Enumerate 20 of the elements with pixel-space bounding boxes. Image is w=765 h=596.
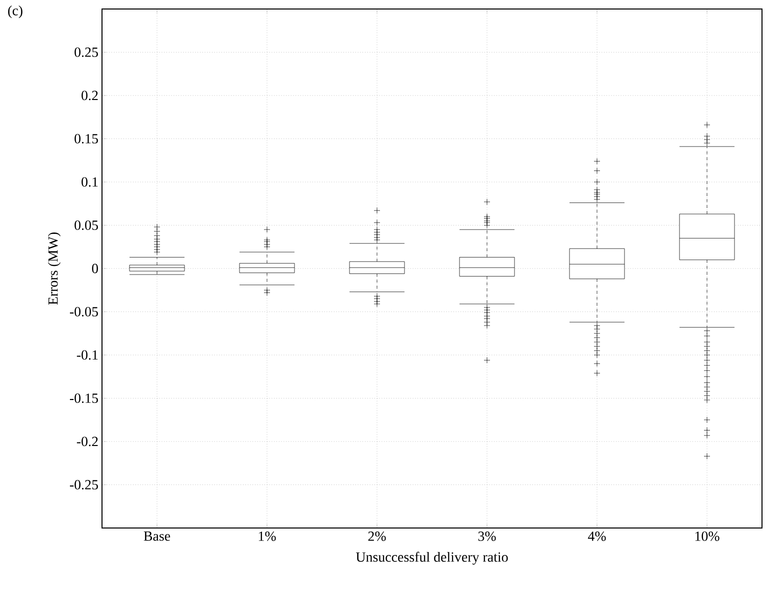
x-tick-label: 2% — [368, 532, 386, 541]
y-tick-label: -0.25 — [70, 480, 98, 490]
x-axis-title: Unsuccessful delivery ratio — [356, 552, 508, 565]
y-tick-label: 0.15 — [74, 134, 98, 144]
x-tick-label: 10% — [695, 532, 720, 541]
x-tick-label: 3% — [478, 532, 496, 541]
x-tick-label: Base — [144, 532, 170, 541]
x-tick-label: 4% — [588, 532, 606, 541]
y-tick-label: -0.1 — [76, 350, 98, 360]
text: (c) — [8, 6, 22, 18]
y-tick-label: 0.25 — [74, 48, 98, 57]
y-tick-label: 0.05 — [74, 220, 98, 230]
y-tick-label: -0.05 — [70, 307, 98, 316]
y-tick-label: -0.2 — [76, 436, 98, 446]
y-tick-label: 0 — [92, 264, 98, 274]
y-axis-title: Errors (MW) — [48, 232, 61, 305]
x-tick-label: 1% — [258, 532, 276, 541]
y-tick-label: 0.2 — [82, 90, 98, 100]
y-tick-label: -0.15 — [70, 394, 98, 403]
y-tick-label: 0.1 — [82, 177, 98, 187]
